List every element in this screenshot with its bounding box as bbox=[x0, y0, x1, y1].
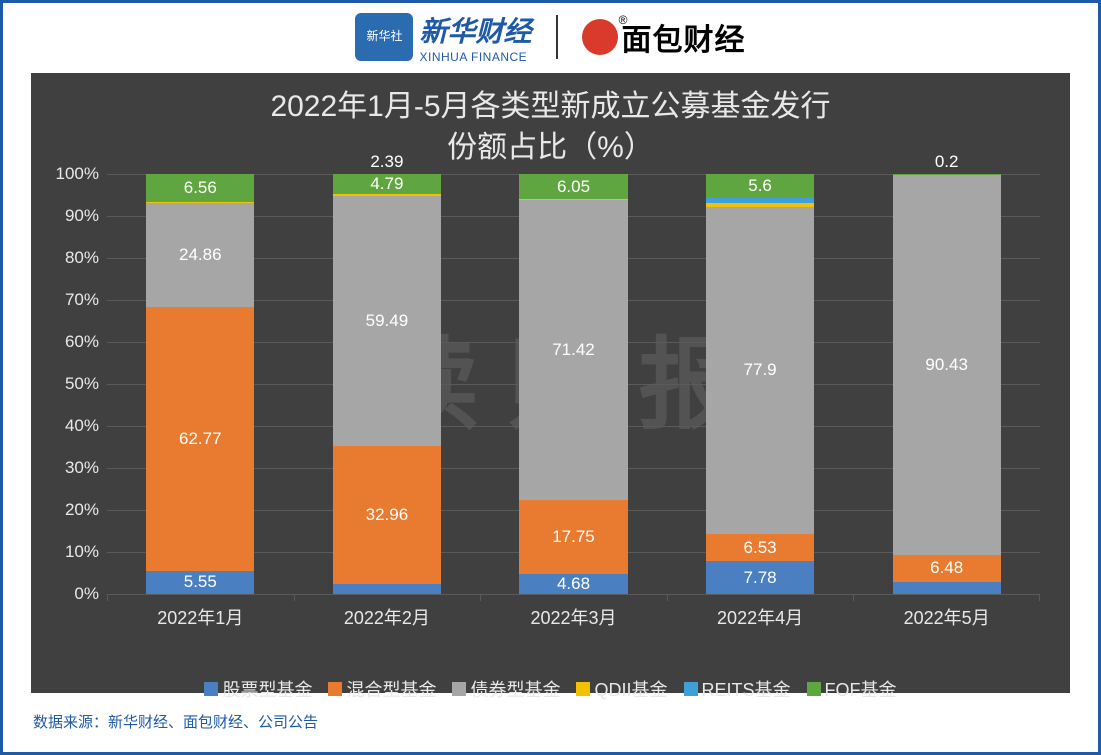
legend-swatch bbox=[684, 682, 698, 696]
legend-swatch bbox=[576, 682, 590, 696]
legend-label: REITS基金 bbox=[702, 676, 791, 702]
x-axis: 2022年1月2022年2月2022年3月2022年4月2022年5月 bbox=[107, 594, 1040, 630]
bar-segment-hybrid: 17.75 bbox=[519, 500, 627, 575]
y-axis-label: 100% bbox=[56, 164, 99, 184]
stacked-bar: 6.4890.430.2 bbox=[893, 174, 1001, 594]
legend-item-hybrid: 混合型基金 bbox=[328, 676, 436, 702]
bar-slot: 6.4890.430.2 bbox=[853, 174, 1040, 594]
y-axis-label: 60% bbox=[65, 332, 99, 352]
bar-segment-equity: 5.55 bbox=[146, 571, 254, 594]
mianbao-logo: 面包财经 bbox=[582, 15, 746, 59]
legend-swatch bbox=[452, 682, 466, 696]
chart-legend: 股票型基金 混合型基金 债券型基金 QDII基金 REITS基金 FOF基金 bbox=[51, 676, 1050, 702]
chart-container: 2022年1月-5月各类型新成立公募基金发行 份额占比（%） 读财报 0%10%… bbox=[31, 73, 1070, 693]
bar-segment-fof: 6.56 bbox=[146, 174, 254, 202]
chart-bars: 5.5562.7724.866.56 32.9659.494.792.39 4.68… bbox=[107, 174, 1040, 594]
y-axis-label: 90% bbox=[65, 206, 99, 226]
y-axis-label: 10% bbox=[65, 542, 99, 562]
bar-label-outside: 2.39 bbox=[370, 152, 403, 172]
bar-segment-qdii bbox=[146, 202, 254, 203]
legend-item-reits: REITS基金 bbox=[684, 676, 791, 702]
data-source: 数据来源：新华财经、面包财经、公司公告 bbox=[33, 711, 1098, 732]
header-divider bbox=[556, 15, 558, 59]
y-axis-label: 30% bbox=[65, 458, 99, 478]
xinhua-icon: 新华社 bbox=[355, 13, 413, 61]
legend-item-qdii: QDII基金 bbox=[576, 676, 667, 702]
bar-segment-qdii bbox=[333, 194, 441, 196]
bar-segment-bond: 24.86 bbox=[146, 203, 254, 307]
bar-slot: 7.786.5377.9 5.6 bbox=[667, 174, 854, 594]
legend-swatch bbox=[204, 682, 218, 696]
y-axis-label: 0% bbox=[74, 584, 99, 604]
xinhua-text: 新华财经 XINHUA FINANCE bbox=[419, 10, 531, 64]
bar-segment-hybrid: 62.77 bbox=[146, 307, 254, 571]
legend-swatch bbox=[328, 682, 342, 696]
legend-label: 股票型基金 bbox=[222, 676, 312, 702]
legend-item-equity: 股票型基金 bbox=[204, 676, 312, 702]
bar-segment-equity bbox=[333, 584, 441, 594]
legend-item-fof: FOF基金 bbox=[807, 676, 897, 702]
stacked-bar: 32.9659.494.792.39 bbox=[333, 174, 441, 594]
source-label: 数据来源： bbox=[33, 714, 108, 731]
bar-segment-bond: 77.9 bbox=[706, 207, 814, 534]
bar-segment-equity: 7.78 bbox=[706, 561, 814, 594]
y-axis-label: 70% bbox=[65, 290, 99, 310]
chart-title-line2: 份额占比（%） bbox=[447, 131, 654, 164]
bar-segment-hybrid: 6.48 bbox=[893, 555, 1001, 582]
bar-segment-equity: 4.68 bbox=[519, 574, 627, 594]
y-axis-label: 20% bbox=[65, 500, 99, 520]
bar-segment-hybrid: 6.53 bbox=[706, 534, 814, 561]
legend-label: QDII基金 bbox=[594, 676, 667, 702]
y-axis-label: 80% bbox=[65, 248, 99, 268]
y-axis-label: 50% bbox=[65, 374, 99, 394]
x-axis-label: 2022年1月 bbox=[107, 594, 294, 630]
header: 新华社 新华财经 XINHUA FINANCE 面包财经 bbox=[3, 3, 1098, 71]
y-axis-label: 40% bbox=[65, 416, 99, 436]
bar-segment-reits bbox=[706, 198, 814, 204]
bar-segment-fof bbox=[893, 174, 1001, 175]
chart-title-line1: 2022年1月-5月各类型新成立公募基金发行 bbox=[270, 90, 830, 123]
mianbao-text: 面包财经 bbox=[622, 15, 746, 59]
bar-label-outside: 0.2 bbox=[935, 152, 959, 172]
source-text: 新华财经、面包财经、公司公告 bbox=[108, 714, 318, 731]
legend-label: 混合型基金 bbox=[346, 676, 436, 702]
stacked-bar: 5.5562.7724.866.56 bbox=[146, 174, 254, 594]
bar-slot: 4.6817.7571.426.05 bbox=[480, 174, 667, 594]
legend-swatch bbox=[807, 682, 821, 696]
x-axis-label: 2022年5月 bbox=[853, 594, 1040, 630]
bar-segment-bond: 71.42 bbox=[519, 200, 627, 500]
bar-segment-fof: 6.05 bbox=[519, 174, 627, 199]
bar-segment-equity bbox=[893, 582, 1001, 594]
xinhua-logo: 新华社 新华财经 XINHUA FINANCE bbox=[355, 10, 531, 64]
bar-slot: 32.9659.494.792.39 bbox=[294, 174, 481, 594]
legend-label: 债券型基金 bbox=[470, 676, 560, 702]
bar-slot: 5.5562.7724.866.56 bbox=[107, 174, 294, 594]
stacked-bar: 4.6817.7571.426.05 bbox=[519, 174, 627, 594]
mianbao-icon bbox=[582, 19, 618, 55]
x-axis-label: 2022年4月 bbox=[667, 594, 854, 630]
x-axis-label: 2022年2月 bbox=[294, 594, 481, 630]
bar-segment-hybrid: 32.96 bbox=[333, 446, 441, 584]
bar-segment-fof: 4.79 bbox=[333, 174, 441, 194]
bar-segment-qdii bbox=[706, 203, 814, 206]
x-axis-label: 2022年3月 bbox=[480, 594, 667, 630]
bar-segment-bond: 90.43 bbox=[893, 175, 1001, 555]
xinhua-en: XINHUA FINANCE bbox=[419, 50, 527, 64]
chart-plot: 读财报 0%10%20%30%40%50%60%70%80%90%100% 5.… bbox=[107, 174, 1040, 594]
bar-segment-bond: 59.49 bbox=[333, 196, 441, 446]
legend-item-bond: 债券型基金 bbox=[452, 676, 560, 702]
chart-title: 2022年1月-5月各类型新成立公募基金发行 份额占比（%） bbox=[51, 87, 1050, 168]
legend-label: FOF基金 bbox=[825, 676, 897, 702]
xinhua-cn: 新华财经 bbox=[419, 10, 531, 50]
stacked-bar: 7.786.5377.9 5.6 bbox=[706, 174, 814, 594]
bar-segment-fof: 5.6 bbox=[706, 174, 814, 198]
